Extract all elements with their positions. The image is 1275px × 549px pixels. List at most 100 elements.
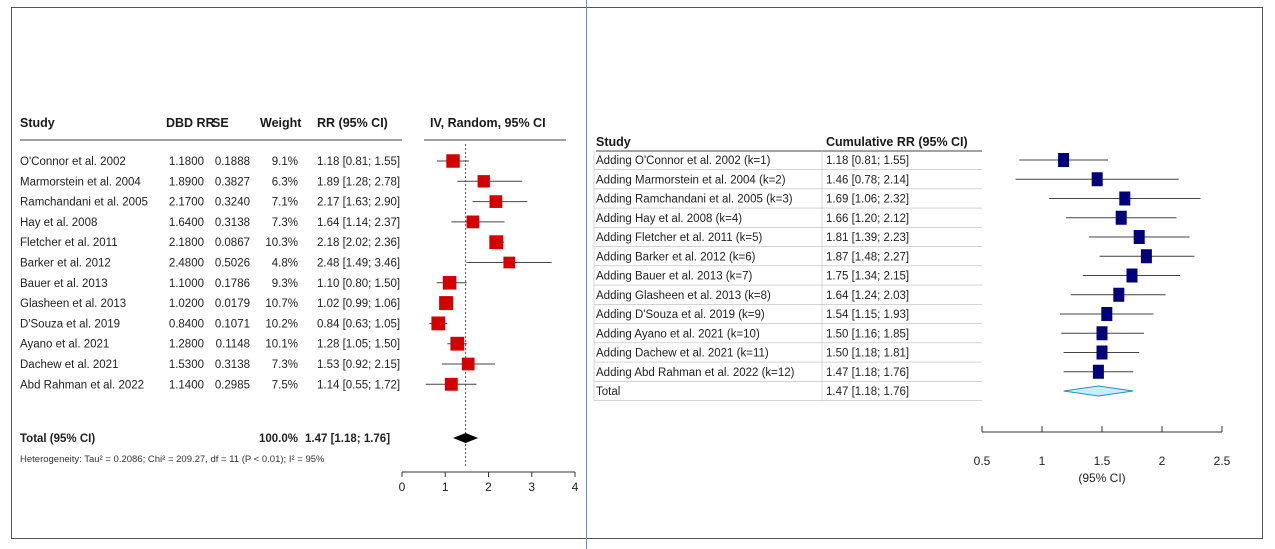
study-name: Ayano et al. 2021 [20,339,109,351]
study-name: Bauer et al. 2013 [20,278,108,290]
study-se: 0.1071 [215,318,250,330]
cumulative-forest-plot: Study Cumulative RR (95% CI) Adding O'Conn… [593,135,1231,485]
cumulative-ci: 1.50 [1.18; 1.81] [826,348,909,360]
study-weight: 10.3% [265,237,298,249]
cumulative-study-name: Adding Dachew et al. 2021 (k=11) [596,348,769,360]
x-tick-label: 1 [442,480,449,494]
study-name: Marmorstein et al. 2004 [20,176,141,188]
study-ci: 1.02 [0.99; 1.06] [317,298,400,310]
study-marker [503,256,516,269]
study-se: 0.3827 [215,176,250,188]
study-se: 0.3138 [215,359,250,371]
study-weight: 10.1% [265,339,298,351]
pooled-diamond [453,433,479,443]
study-ci: 0.84 [0.63; 1.05] [317,318,400,330]
cumulative-ci: 1.75 [1.34; 2.15] [826,271,909,283]
col-weight-header: Weight [260,116,302,130]
study-marker [439,296,454,311]
study-se: 0.1148 [216,339,250,351]
total-label: Total (95% CI) [20,433,95,445]
study-rr: 1.0200 [169,298,204,310]
x-tick-label: 1 [1039,454,1046,468]
study-se: 0.3240 [215,197,250,209]
study-name: D'Souza et al. 2019 [20,318,120,330]
study-se: 0.5026 [215,258,250,270]
study-ci: 2.17 [1.63; 2.90] [317,197,400,209]
study-name: O'Connor et al. 2002 [20,156,126,168]
cumulative-study-name: Adding Abd Rahman et al. 2022 (k=12) [596,367,795,379]
cumulative-study-name: Adding Ayano et al. 2021 (k=10) [596,328,760,340]
col-study-header: Study [596,135,631,149]
cumulative-marker [1058,153,1070,167]
study-weight: 7.3% [272,217,298,229]
cumulative-ci: 1.87 [1.48; 2.27] [826,251,909,263]
study-se: 0.0867 [215,237,250,249]
x-tick-label: 0.5 [974,454,991,468]
study-rr: 1.5300 [169,359,204,371]
x-tick-label: 3 [528,480,535,494]
cumulative-marker [1096,345,1108,360]
study-marker [442,276,457,290]
cumulative-ci: 1.46 [0.78; 2.14] [826,174,909,186]
study-rr: 1.2800 [169,339,204,351]
cumulative-marker [1101,307,1113,321]
cumulative-marker [1092,364,1104,379]
cumulative-ci: 1.66 [1.20; 2.12] [826,213,909,225]
cumulative-ci: 1.54 [1.15; 1.93] [826,309,909,321]
cumulative-study-name: Adding Fletcher et al. 2011 (k=5) [596,232,762,244]
study-marker [444,377,458,391]
cumulative-ci: 1.18 [0.81; 1.55] [826,155,909,167]
study-ci: 1.64 [1.14; 2.37] [317,217,400,229]
cumulative-study-name: Adding Ramchandani et al. 2005 (k=3) [596,194,793,206]
study-marker [431,316,446,331]
study-name: Barker et al. 2012 [20,258,111,270]
study-se: 0.2985 [215,379,250,391]
cumulative-ci: 1.69 [1.06; 2.32] [826,194,909,206]
cumulative-study-name: Adding Hay et al. 2008 (k=4) [596,213,742,225]
total-ci: 1.47 [1.18; 1.76] [305,433,390,445]
x-tick-label: 0 [399,480,406,494]
cumulative-total-label: Total [596,386,620,398]
study-weight: 10.7% [265,298,298,310]
col-rr-ci-header: RR (95% CI) [317,116,388,130]
study-rr: 1.1800 [169,156,204,168]
panel-divider [586,0,587,549]
x-tick-label: 4 [572,480,579,494]
study-name: Hay et al. 2008 [20,217,97,229]
study-weight: 4.8% [272,258,298,270]
cumulative-total-ci: 1.47 [1.18; 1.76] [826,386,909,398]
cumulative-study-name: Adding Glasheen et al. 2013 (k=8) [596,290,771,302]
x-tick-label: 2 [1159,454,1166,468]
cumulative-forest-plot-panel: Study Cumulative RR (95% CI) Adding O'Conn… [590,120,1260,520]
cumulative-marker [1133,230,1145,244]
cumulative-marker [1096,326,1108,341]
x-tick-label: 2 [485,480,492,494]
cumulative-study-name: Adding D'Souza et al. 2019 (k=9) [596,309,765,321]
study-marker [446,154,460,168]
study-se: 0.3138 [215,217,250,229]
cumulative-ci: 1.50 [1.16; 1.85] [826,328,909,340]
study-name: Glasheen et al. 2013 [20,298,126,310]
study-rr: 2.1800 [169,237,204,249]
study-marker [489,235,504,250]
study-marker [461,357,475,371]
x-axis-label: (95% CI) [1078,471,1125,485]
study-ci: 1.18 [0.81; 1.55] [317,156,400,168]
cumulative-diamond [1063,385,1134,397]
cumulative-marker [1119,191,1131,206]
study-se: 0.0179 [215,298,250,310]
cumulative-marker [1126,268,1138,283]
forest-plot-panel: Study DBD RR SE Weight RR (95% CI) IV, Random… [14,100,584,520]
study-se: 0.1786 [215,278,250,290]
cumulative-ci: 1.64 [1.24; 2.03] [826,290,909,302]
study-rr: 0.8400 [169,318,204,330]
study-se: 0.1888 [215,156,250,168]
cumulative-study-name: Adding Bauer et al. 2013 (k=7) [596,271,752,283]
study-rr: 1.1000 [169,278,204,290]
study-weight: 9.3% [272,278,298,290]
col-study-header: Study [20,116,55,130]
cumulative-marker [1140,249,1152,264]
study-rr: 1.8900 [169,176,204,188]
study-name: Abd Rahman et al. 2022 [20,379,144,391]
study-name: Ramchandani et al. 2005 [20,197,148,209]
